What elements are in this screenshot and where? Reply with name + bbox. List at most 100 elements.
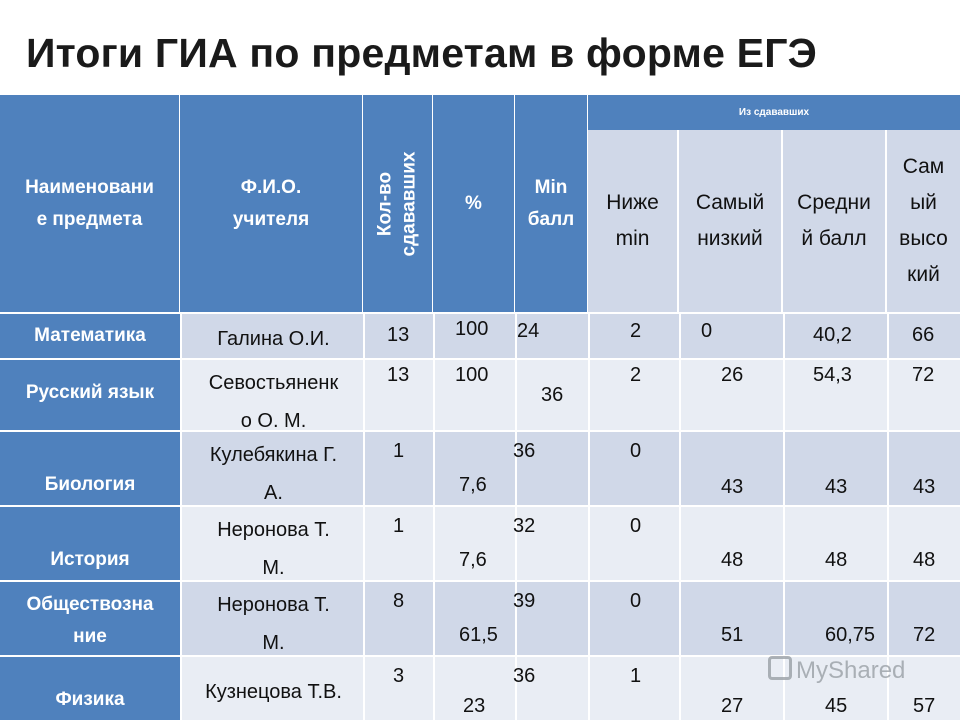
myshared-logo-icon	[768, 656, 792, 680]
slide-title: Итоги ГИА по предметам в форме ЕГЭ	[26, 30, 818, 76]
cell-average: 60,75	[783, 580, 887, 655]
header-below-min: Ниже min	[588, 130, 679, 312]
cell-value: Севостьяненк о О. М.	[208, 372, 339, 432]
cell-value: 27	[721, 695, 744, 717]
cell-below-min: 0	[588, 505, 679, 580]
cell-teacher: Кузнецова Т.В.	[180, 655, 363, 720]
cell-value: 26	[721, 364, 744, 386]
cell-percent: 100	[433, 312, 515, 358]
cell-min: 24	[515, 312, 588, 358]
cell-average: 43	[783, 430, 887, 505]
cell-highest: 66	[887, 312, 960, 358]
cell-count: 8	[363, 580, 433, 655]
cell-value: 23	[463, 695, 486, 717]
cell-teacher: Кулебякина Г. А.	[180, 430, 363, 505]
cell-count: 1	[363, 505, 433, 580]
header-highest: Сам ый высо кий	[887, 130, 960, 312]
cell-value: 2	[630, 320, 642, 342]
cell-value: 100	[455, 364, 489, 386]
cell-min: 36	[515, 358, 588, 430]
watermark-text: MyShared	[796, 657, 906, 684]
cell-percent: 100	[433, 358, 515, 430]
cell-value: 0	[630, 590, 642, 612]
row-subject: Обществозна ние	[0, 580, 180, 655]
cell-highest: 72	[887, 580, 960, 655]
cell-min: 36	[513, 655, 588, 720]
cell-value: 48	[913, 549, 936, 571]
cell-lowest: 51	[679, 580, 783, 655]
cell-value: 51	[721, 624, 744, 646]
cell-value: 45	[825, 695, 848, 717]
cell-teacher: Севостьяненк о О. М.	[180, 358, 363, 432]
row-subject: Физика	[0, 655, 180, 720]
cell-value: 13	[387, 364, 410, 386]
row-subject: Русский язык	[0, 358, 180, 430]
cell-average: 45	[783, 655, 887, 720]
cell-count: 1	[363, 430, 433, 505]
cell-value: 40,2	[813, 324, 852, 346]
header-lowest: Самый низкий	[679, 130, 783, 312]
cell-lowest: 48	[679, 505, 783, 580]
cell-value: 72	[913, 624, 936, 646]
cell-value: 7,6	[459, 474, 487, 496]
cell-value: 0	[701, 320, 713, 342]
cell-value: Неронова Т. М.	[217, 519, 330, 579]
cell-below-min: 1	[588, 655, 679, 720]
cell-count: 13	[363, 312, 433, 358]
cell-value: 36	[541, 384, 564, 406]
cell-value: 48	[825, 549, 848, 571]
cell-lowest: 43	[679, 430, 783, 505]
cell-value: Неронова Т. М.	[217, 594, 330, 654]
cell-below-min: 0	[588, 430, 679, 505]
cell-value: 54,3	[813, 364, 852, 386]
cell-value: 32	[513, 515, 536, 537]
cell-percent: 23	[433, 655, 515, 720]
cell-highest: 48	[887, 505, 960, 580]
header-count: Кол-во сдававших	[363, 95, 433, 312]
cell-highest: 43	[887, 430, 960, 505]
cell-min: 32	[513, 505, 588, 580]
cell-lowest: 26	[679, 358, 783, 430]
header-group: Из сдававших	[588, 95, 960, 130]
cell-value: 13	[387, 324, 410, 346]
cell-percent: 61,5	[433, 580, 515, 655]
cell-value: 1	[393, 515, 405, 537]
cell-value: 24	[517, 320, 540, 342]
cell-below-min: 2	[588, 312, 679, 358]
cell-teacher: Неронова Т. М.	[180, 505, 363, 580]
header-teacher: Ф.И.О. учителя	[180, 95, 363, 312]
cell-below-min: 2	[588, 358, 679, 430]
cell-average: 48	[783, 505, 887, 580]
cell-value: 3	[393, 665, 405, 687]
cell-min: 36	[513, 430, 588, 505]
header-percent: %	[433, 95, 515, 312]
cell-value: 1	[630, 665, 642, 687]
row-subject: Математика	[0, 312, 180, 358]
cell-percent: 7,6	[433, 505, 515, 580]
cell-teacher: Галина О.И.	[180, 312, 363, 358]
cell-value: 1	[393, 440, 405, 462]
row-subject: Биология	[0, 430, 180, 505]
cell-value: Галина О.И.	[217, 328, 330, 350]
cell-value: 36	[513, 665, 536, 687]
cell-value: 7,6	[459, 549, 487, 571]
cell-value: 43	[825, 476, 848, 498]
header-count-label: Кол-во сдававших	[374, 151, 420, 256]
cell-value: 48	[721, 549, 744, 571]
cell-value: 66	[912, 324, 935, 346]
cell-value: 57	[913, 695, 936, 717]
cell-value: 72	[912, 364, 935, 386]
cell-average: 54,3	[783, 358, 887, 430]
row-subject: История	[0, 505, 180, 580]
cell-average: 40,2	[783, 312, 887, 358]
header-group-label: Из сдававших	[738, 106, 810, 118]
cell-highest: 72	[887, 358, 960, 430]
cell-value: 2	[630, 364, 642, 386]
cell-lowest: 0	[679, 312, 783, 358]
header-subject: Наименовани е предмета	[0, 95, 180, 312]
cell-count: 13	[363, 358, 433, 430]
cell-value: 60,75	[825, 624, 876, 646]
header-average: Средни й балл	[783, 130, 887, 312]
cell-value: Кулебякина Г. А.	[209, 444, 338, 504]
cell-highest: 57	[887, 655, 960, 720]
